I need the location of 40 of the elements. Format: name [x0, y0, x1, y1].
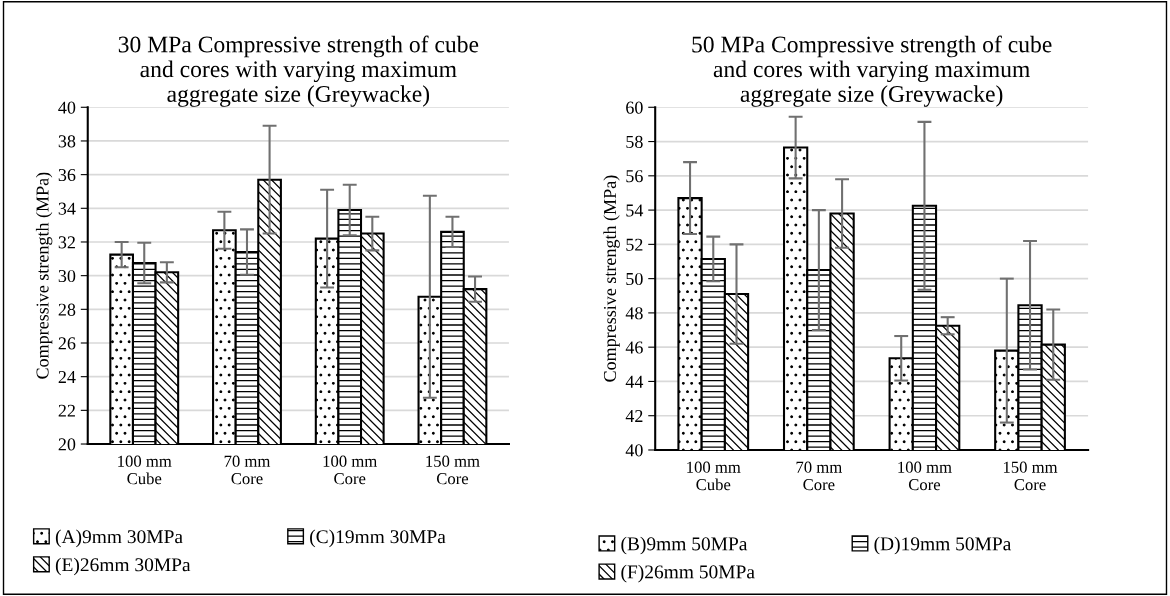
y-axis-title: Compressive strength (MPa)	[35, 172, 53, 379]
legend-label: (F)26mm 50MPa	[621, 564, 755, 583]
y-tick-label: 50	[626, 272, 643, 286]
y-axis-title: Compressive strength (MPa)	[603, 175, 620, 382]
x-tick-label: 100 mm Core	[323, 455, 377, 485]
x-tick-label: 70 mm Core	[224, 455, 271, 485]
y-tick-label: 32	[58, 236, 75, 249]
legend-label: (D)19mm 50MPa	[874, 536, 1012, 555]
y-tick-label: 36	[58, 168, 76, 182]
x-tick-label: 100 mm Cube	[687, 461, 741, 491]
x-tick-label: 150 mm Core	[426, 455, 480, 485]
y-tick-label: 34	[58, 202, 76, 215]
x-tick-label: 100 mm Core	[898, 461, 952, 491]
y-tick-label: 26	[58, 337, 76, 350]
y-tick-label: 28	[58, 303, 76, 316]
legend-label: (A)9mm 30MPa	[55, 529, 183, 548]
x-tick-label: 70 mm Core	[796, 461, 842, 491]
y-tick-label: 60	[626, 101, 643, 114]
y-tick-label: 54	[626, 204, 644, 217]
legend-label: (B)9mm 50MPa	[621, 536, 748, 555]
y-tick-label: 48	[625, 307, 643, 320]
y-tick-label: 40	[625, 444, 643, 457]
y-tick-label: 44	[625, 375, 644, 388]
y-tick-label: 58	[626, 135, 643, 148]
x-tick-label: 150 mm Core	[1003, 461, 1058, 491]
y-tick-label: 22	[58, 404, 75, 417]
y-tick-label: 40	[58, 101, 76, 114]
y-tick-label: 46	[625, 341, 643, 354]
legend-label: (C)19mm 30MPa	[310, 529, 446, 548]
y-tick-label: 42	[625, 410, 643, 422]
x-tick-label: 100 mm Cube	[118, 455, 172, 485]
y-tick-label: 30	[58, 269, 76, 283]
y-tick-label: 20	[58, 438, 76, 451]
y-tick-label: 52	[626, 238, 643, 251]
y-tick-label: 24	[58, 370, 76, 383]
legend-label: (E)26mm 30MPa	[55, 557, 191, 576]
y-tick-label: 38	[58, 135, 76, 148]
y-tick-label: 56	[626, 170, 643, 183]
chart-title: 50 MPa Compressive strength of cube and cores with varying maximum aggregate size (Greywacke)	[692, 35, 1052, 107]
chart-title: 30 MPa Compressive strength of cube and cores with varying maximum aggregate size (Greywacke)	[118, 35, 479, 107]
